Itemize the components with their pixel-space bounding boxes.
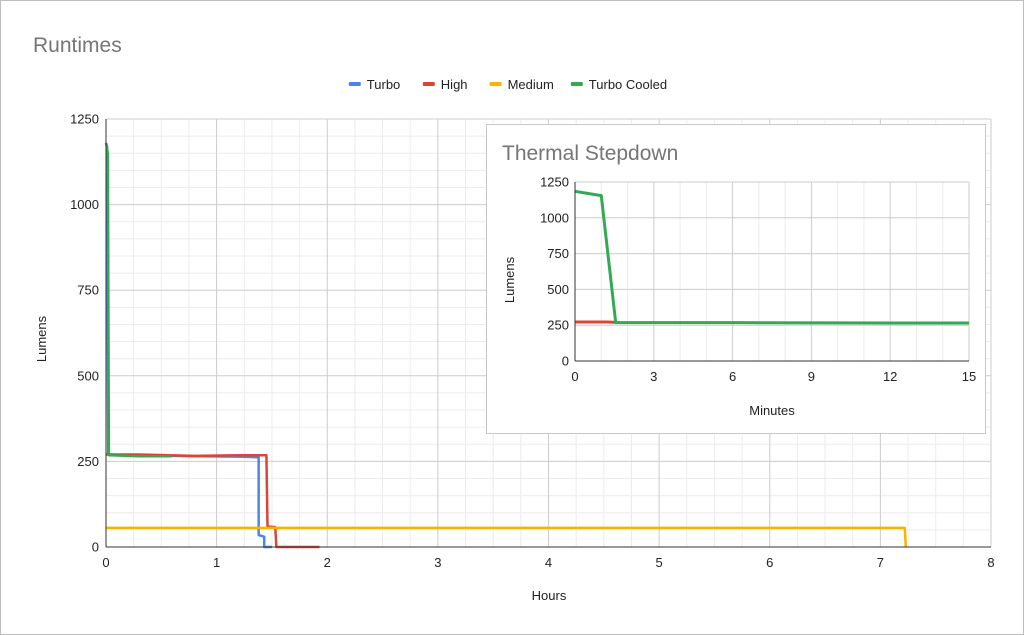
y-tick-label: 1000: [70, 197, 99, 212]
y-tick-label: 500: [77, 368, 99, 383]
legend-swatch-high: [422, 82, 435, 86]
legend-swatch-turbo-cooled: [570, 82, 583, 86]
main-chart-title: Runtimes: [33, 34, 122, 57]
legend-label-high: High: [441, 77, 468, 92]
x-tick-label: 0: [102, 555, 109, 570]
legend-swatch-medium: [489, 82, 502, 86]
y-tick-label: 750: [77, 283, 99, 298]
x-tick-label: 12: [883, 369, 897, 384]
x-tick-label: 4: [545, 555, 552, 570]
inset-y-axis-title: Lumens: [502, 256, 517, 303]
legend-swatch-turbo: [348, 82, 361, 86]
turbo-cooled-line: [104, 142, 173, 458]
x-tick-label: 0: [571, 369, 578, 384]
x-tick-label: 6: [729, 369, 736, 384]
x-tick-label: 1: [213, 555, 220, 570]
y-tick-label: 500: [547, 282, 569, 297]
series-line: [574, 189, 970, 325]
y-tick-label: 1250: [70, 112, 99, 127]
x-tick-label: 8: [987, 555, 994, 570]
x-tick-label: 5: [656, 555, 663, 570]
y-tick-label: 750: [547, 246, 569, 261]
inset-axes: 0 3 6 9 12 15 0 250 500 750 1000 1250: [540, 175, 976, 385]
y-tick-label: 250: [547, 318, 569, 333]
inset-series-lines: [574, 189, 970, 325]
y-tick-label: 250: [77, 454, 99, 469]
legend-label-turbo: Turbo: [367, 77, 400, 92]
x-tick-label: 7: [877, 555, 884, 570]
x-tick-label: 2: [324, 555, 331, 570]
y-tick-label: 1000: [540, 210, 569, 225]
inset-gridlines: [575, 181, 970, 361]
legend: Turbo High Medium Turbo Cooled: [348, 77, 667, 92]
x-tick-label: 9: [808, 369, 815, 384]
y-tick-label: 0: [562, 354, 569, 369]
x-tick-label: 3: [434, 555, 441, 570]
main-series-lines: [104, 142, 908, 549]
main-y-axis-title: Lumens: [34, 315, 49, 362]
x-tick-label: 3: [650, 369, 657, 384]
thermal-stepdown-chart: Thermal Stepdown 0 3 6 9 12 15 0 250 500 750 1000 1…: [502, 142, 976, 418]
y-tick-label: 1250: [540, 175, 569, 190]
x-tick-label: 15: [962, 369, 976, 384]
medium-line: [106, 526, 908, 548]
inset-chart-title: Thermal Stepdown: [502, 142, 678, 165]
y-tick-label: 0: [92, 540, 99, 555]
legend-label-medium: Medium: [508, 77, 554, 92]
inset-x-axis-title: Minutes: [749, 403, 795, 418]
main-x-axis-title: Hours: [532, 588, 567, 603]
high-line: [106, 453, 320, 549]
inset-chart-panel: Thermal Stepdown 0 3 6 9 12 15 0 250 500 750 1000 1…: [486, 124, 986, 434]
x-tick-label: 6: [766, 555, 773, 570]
legend-label-turbo-cooled: Turbo Cooled: [589, 77, 667, 92]
